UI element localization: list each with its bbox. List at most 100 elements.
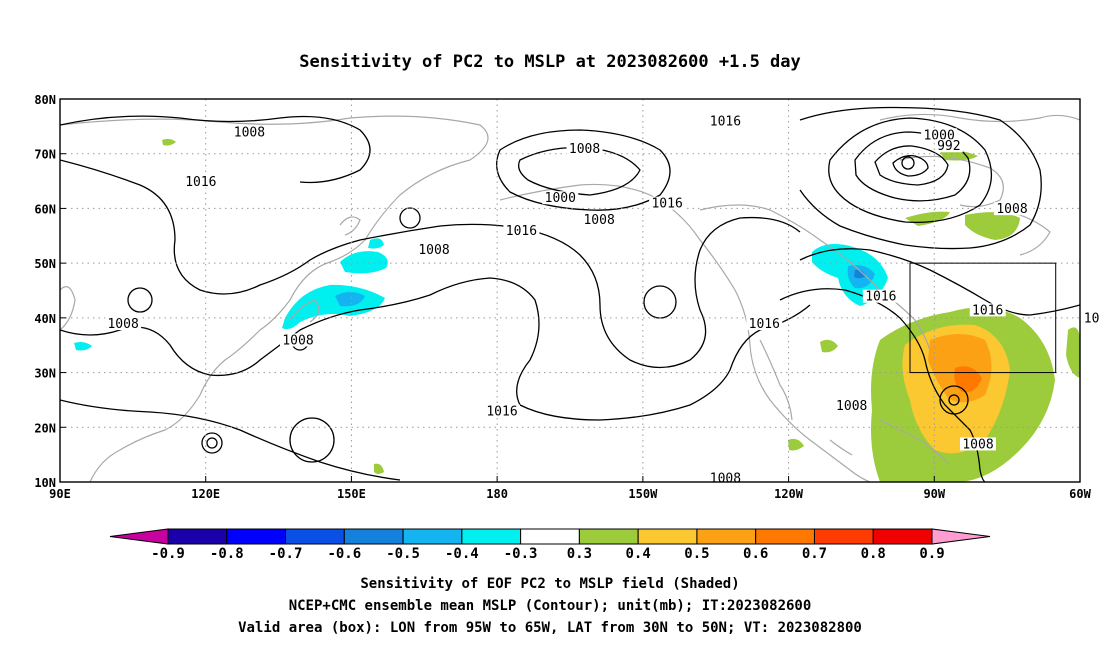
colorbar-label: 0.5: [684, 546, 709, 562]
contour-label: 1008: [962, 437, 993, 452]
contour-label: 1008: [569, 142, 600, 157]
y-tick-label: 10N: [34, 476, 56, 490]
contour-label-bg: [566, 141, 603, 155]
contour-label-bg: [182, 174, 219, 188]
contour-label: 1016: [710, 115, 741, 130]
contour-label: 1008: [996, 202, 1027, 217]
contour-label: 1008: [282, 333, 313, 348]
shade-positive: [965, 212, 1020, 240]
contour-label-bg: [921, 128, 958, 142]
x-tick-label: 60W: [1069, 487, 1091, 501]
contour-label: 1016: [486, 405, 517, 420]
contour-label: 1000: [545, 191, 576, 206]
contour-label-bg: [105, 317, 142, 331]
y-tick-label: 20N: [34, 421, 56, 435]
contour-label-bg: [862, 289, 899, 303]
caption-line-2: NCEP+CMC ensemble mean MSLP (Contour); u…: [289, 598, 812, 614]
contour-label-bg: [1081, 311, 1100, 325]
x-tick-label: 90W: [923, 487, 945, 501]
contour-label: 1008: [710, 471, 741, 486]
caption-line-3: Valid area (box): LON from 95W to 65W, L…: [238, 620, 862, 636]
colorbar-swatch: [696, 528, 757, 545]
contour-label-bg: [231, 125, 268, 139]
shade-negative: [74, 342, 92, 351]
shade-negative: [368, 238, 384, 249]
y-tick-label: 40N: [34, 312, 56, 326]
contour-label: 1008: [234, 126, 265, 141]
colorbar-swatch: [461, 528, 522, 545]
coastlines: [60, 113, 1080, 482]
contour-label-bg: [416, 243, 452, 257]
contour-label-bg: [542, 191, 579, 205]
contour-label-bg: [934, 139, 963, 153]
contour-label: 1016: [749, 317, 780, 332]
contour-label: 1016: [972, 303, 1003, 318]
contour-label: 992: [937, 139, 960, 154]
contour-label: 1008: [836, 399, 867, 414]
y-tick-label: 80N: [34, 93, 56, 107]
contour-label-bg: [994, 202, 1030, 216]
colorbar-swatch: [520, 528, 580, 545]
shade-positive: [788, 438, 804, 451]
mslp-contours: [60, 106, 1080, 482]
contour-label-bg: [833, 399, 870, 413]
colorbar-label: -0.5: [386, 546, 420, 562]
contour-label-bg: [484, 404, 520, 418]
y-tick-label: 30N: [34, 367, 56, 381]
colorbar-label: -0.4: [445, 546, 479, 562]
colorbar-label: -0.8: [210, 546, 244, 562]
x-tick-label: 180: [486, 487, 508, 501]
contour-label-bg: [707, 471, 744, 485]
colorbar: -0.9 -0.8 -0.7 -0.6 -0.5 -0.4 -0.3 0.3 0.4 0.5 0.6…: [109, 528, 991, 562]
colorbar-swatch: [578, 528, 639, 545]
contour-label-bg: [581, 213, 618, 227]
shade-positive: [1066, 327, 1080, 378]
contour-label: 1008: [418, 243, 449, 258]
colorbar-swatch: [167, 528, 228, 545]
contour-label-bg: [746, 317, 783, 331]
shade-positive: [820, 339, 838, 353]
colorbar-label: 0.3: [567, 546, 592, 562]
map-panel: 1008 1016 1008 1008 1008 1016 1008 1000 1008 1016…: [34, 93, 1100, 501]
colorbar-label: 0.9: [919, 546, 944, 562]
colorbar-low-extend: [109, 528, 169, 545]
colorbar-swatch: [226, 528, 287, 545]
colorbar-swatch: [402, 528, 463, 545]
y-tick-label: 60N: [34, 202, 56, 216]
shade-negative: [335, 292, 365, 307]
colorbar-label: -0.7: [269, 546, 303, 562]
contour-label: 1016: [185, 175, 216, 190]
y-tick-label: 50N: [34, 257, 56, 271]
valid-area-box: [909, 262, 1057, 374]
shade-positive: [374, 463, 384, 474]
contour-label-bg: [969, 303, 1006, 317]
contour-label: 1016: [1084, 312, 1100, 327]
x-tick-label: 120E: [191, 487, 220, 501]
contour-label-bg: [707, 114, 744, 128]
contour-label: 1008: [107, 317, 138, 332]
colorbar-swatch: [637, 528, 698, 545]
caption-block: Sensitivity of EOF PC2 to MSLP field (Sh…: [238, 576, 862, 636]
colorbar-high-extend: [931, 528, 991, 545]
caption-line-1: Sensitivity of EOF PC2 to MSLP field (Sh…: [360, 576, 739, 592]
shade-negative: [854, 269, 866, 279]
colorbar-label: -0.3: [504, 546, 538, 562]
map-axis-ticks: 90E 120E 150E 180 150W 120W 90W 60W 10N 20N 30N 40N…: [34, 93, 1091, 501]
contour-label-bg: [280, 333, 316, 347]
y-tick-label: 70N: [34, 148, 56, 162]
shade-negative: [340, 251, 388, 274]
colorbar-label: 0.4: [626, 546, 651, 562]
contour-label-bg: [960, 437, 996, 451]
colorbar-label: 0.6: [743, 546, 768, 562]
contour-label: 1016: [865, 290, 896, 305]
colorbar-swatch: [872, 528, 933, 545]
x-tick-label: 150E: [337, 487, 366, 501]
contour-label-bg: [503, 224, 540, 238]
colorbar-label: -0.6: [327, 546, 361, 562]
colorbar-label: 0.7: [802, 546, 827, 562]
figure-title: Sensitivity of PC2 to MSLP at 2023082600…: [299, 52, 801, 72]
map-frame: [59, 98, 1081, 483]
colorbar-swatch: [813, 528, 874, 545]
x-tick-label: 120W: [774, 487, 804, 501]
